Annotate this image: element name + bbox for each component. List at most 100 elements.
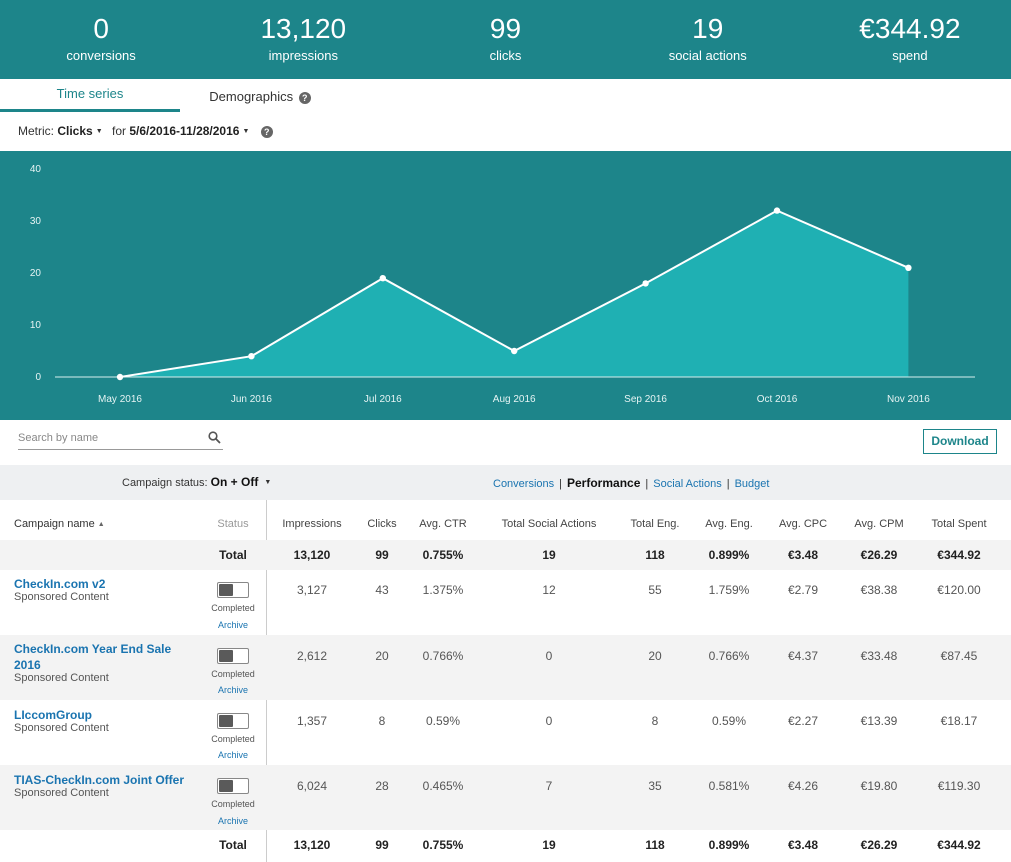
data-point — [642, 280, 649, 287]
header-avg-cpc[interactable]: Avg. CPC — [778, 518, 828, 530]
archive-link[interactable]: Archive — [217, 816, 248, 826]
tab-time-series[interactable]: Time series — [0, 79, 180, 112]
chevron-down-icon[interactable]: ▼ — [264, 479, 272, 486]
header-clicks[interactable]: Clicks — [367, 518, 397, 530]
cell-avg-eng: 1.759% — [708, 583, 750, 597]
campaign-status-filter[interactable]: Campaign status: On + Off ▼ — [122, 475, 277, 489]
header-avg-cpm[interactable]: Avg. CPM — [854, 518, 904, 530]
date-range-dropdown[interactable]: 5/6/2016-11/28/2016 — [129, 124, 240, 138]
status-text: Completed — [211, 734, 255, 744]
header-total-eng[interactable]: Total Eng. — [630, 518, 680, 530]
x-tick-label: Oct 2016 — [757, 394, 798, 405]
cell-social-actions: 12 — [542, 583, 556, 597]
data-point — [116, 373, 124, 381]
clicks-area-chart: 0 10 20 30 40 May 2016 Jun 2016 Jul 2016 Aug 201… — [0, 151, 1011, 420]
cell-avg-eng: 0.59% — [711, 714, 747, 728]
cell-avg-cpm: €19.80 — [860, 779, 898, 793]
total-label: Total — [219, 548, 247, 562]
view-separator: | — [559, 478, 562, 490]
help-icon[interactable]: ? — [298, 92, 311, 104]
campaign-name-link[interactable]: CheckIn.com Year End Sale 2016 — [14, 642, 172, 672]
x-tick-label: Jun 2016 — [231, 394, 273, 405]
cell-social-actions: 7 — [545, 779, 553, 793]
status-text: Completed — [211, 799, 255, 809]
y-tick-label: 20 — [30, 268, 42, 279]
view-conversions[interactable]: Conversions — [493, 478, 555, 490]
view-budget[interactable]: Budget — [734, 478, 770, 490]
metric-dropdown[interactable]: Clicks — [57, 124, 93, 138]
campaign-name-link[interactable]: LIccomGroup — [14, 708, 93, 722]
cell-clicks: 43 — [375, 583, 389, 597]
header-campaign-name[interactable]: Campaign name ▲ — [14, 500, 105, 540]
header-status[interactable]: Status — [217, 518, 249, 530]
total-social-actions: 19 — [542, 838, 556, 852]
archive-link[interactable]: Archive — [217, 750, 248, 760]
cell-impressions: 1,357 — [296, 714, 328, 728]
search-input[interactable] — [18, 428, 198, 448]
cell-impressions: 2,612 — [296, 649, 328, 663]
data-point — [905, 264, 912, 271]
x-tick-label: Aug 2016 — [493, 394, 536, 405]
campaign-name-link[interactable]: CheckIn.com v2 — [14, 577, 106, 591]
campaign-status-value[interactable]: On + Off — [210, 475, 259, 489]
help-icon[interactable]: ? — [260, 126, 273, 138]
stat-value: 0 — [93, 13, 109, 44]
header-avg-eng[interactable]: Avg. Eng. — [705, 518, 753, 530]
total-spent: €344.92 — [937, 838, 981, 852]
cell-avg-eng: 0.581% — [708, 779, 750, 793]
status-toggle[interactable] — [217, 648, 249, 664]
tab-demographics[interactable]: Demographics ? — [180, 79, 340, 112]
y-tick-label: 0 — [35, 372, 41, 383]
status-toggle[interactable] — [217, 582, 249, 598]
view-social-actions[interactable]: Social Actions — [653, 478, 722, 490]
header-total-spent[interactable]: Total Spent — [931, 518, 987, 530]
cell-avg-cpm: €33.48 — [860, 649, 898, 663]
y-tick-label: 10 — [30, 320, 42, 331]
total-row-top: Total 13,120 99 0.755% 19 118 0.899% €3.… — [0, 540, 1011, 570]
download-button[interactable]: Download — [923, 429, 997, 454]
cell-avg-cpm: €38.38 — [860, 583, 898, 597]
stat-clicks: 99 clicks — [404, 0, 606, 79]
total-avg-cpc: €3.48 — [787, 548, 819, 562]
search-icon[interactable] — [208, 431, 221, 447]
chevron-down-icon[interactable]: ▼ — [242, 128, 250, 135]
cell-total-spent: €87.45 — [940, 649, 978, 663]
stat-label: social actions — [668, 48, 747, 63]
data-point — [511, 347, 518, 355]
sort-ascending-icon[interactable]: ▲ — [97, 521, 105, 528]
x-tick-label: Nov 2016 — [887, 394, 930, 405]
header-avg-ctr[interactable]: Avg. CTR — [419, 518, 467, 530]
header-impressions[interactable]: Impressions — [282, 518, 342, 530]
data-point — [773, 207, 781, 214]
cell-avg-cpm: €13.39 — [860, 714, 898, 728]
cell-avg-ctr: 1.375% — [422, 583, 464, 597]
total-clicks: 99 — [375, 548, 389, 562]
status-toggle[interactable] — [217, 778, 249, 794]
archive-link[interactable]: Archive — [217, 685, 248, 695]
header-total-social-actions[interactable]: Total Social Actions — [501, 518, 597, 530]
metric-label: Metric: — [18, 124, 54, 138]
view-performance[interactable]: Performance — [567, 476, 641, 490]
stat-label: spend — [892, 48, 928, 63]
total-impressions: 13,120 — [293, 548, 331, 562]
status-toggle[interactable] — [217, 713, 249, 729]
cell-avg-cpc: €4.37 — [787, 649, 819, 663]
view-separator: | — [645, 478, 649, 490]
summary-stats-bar: 0 conversions 13,120 impressions 99 clic… — [0, 0, 1011, 79]
cell-impressions: 3,127 — [296, 583, 328, 597]
chevron-down-icon[interactable]: ▼ — [95, 128, 103, 135]
total-spent: €344.92 — [937, 548, 981, 562]
total-avg-eng: 0.899% — [708, 838, 750, 852]
x-tick-label: May 2016 — [98, 394, 142, 405]
total-avg-cpm: €26.29 — [860, 548, 898, 562]
cell-total-spent: €18.17 — [940, 714, 978, 728]
y-tick-label: 30 — [30, 216, 42, 227]
campaign-name-link[interactable]: TIAS-CheckIn.com Joint Offer — [14, 773, 185, 787]
y-tick-label: 40 — [30, 164, 42, 175]
total-impressions: 13,120 — [293, 838, 331, 852]
total-avg-cpm: €26.29 — [860, 838, 898, 852]
archive-link[interactable]: Archive — [217, 620, 248, 630]
chart-svg: 0 10 20 30 40 May 2016 Jun 2016 Jul 2016 Aug 201… — [30, 164, 975, 405]
toggle-knob — [219, 584, 233, 596]
cell-total-spent: €119.30 — [937, 779, 981, 793]
